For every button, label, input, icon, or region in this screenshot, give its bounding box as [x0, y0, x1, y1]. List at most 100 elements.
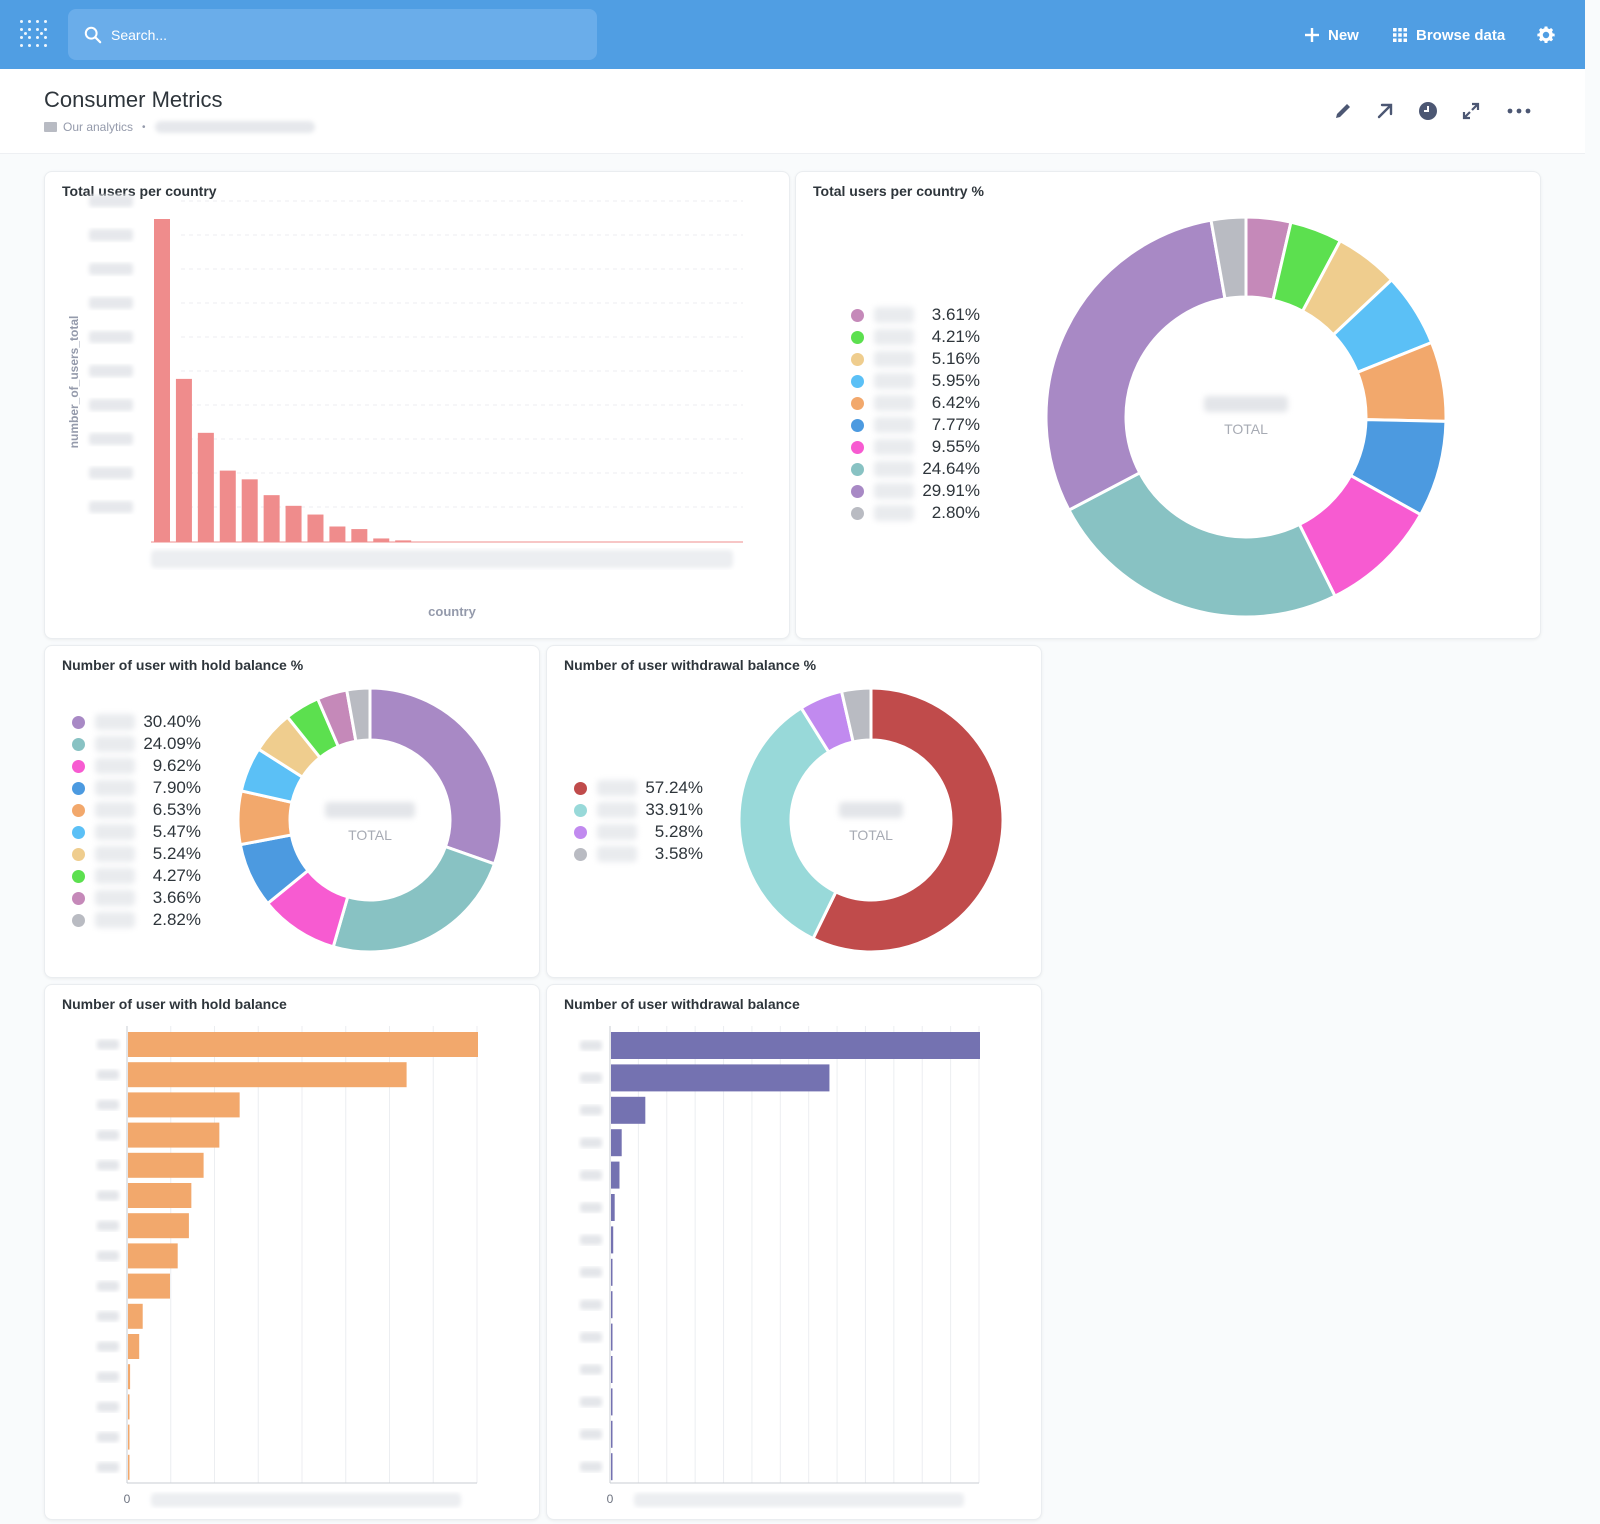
metabase-logo-icon[interactable] [20, 20, 48, 48]
legend-percent: 7.90% [152, 778, 201, 797]
card-hold-balance-pct[interactable]: Number of user with hold balance % 30.40… [44, 645, 540, 978]
legend-item[interactable]: 2.80% [851, 502, 980, 524]
legend-item[interactable]: 5.16% [851, 348, 980, 370]
legend-item[interactable]: 7.77% [851, 414, 980, 436]
bar [351, 529, 368, 542]
y-tick-label-redacted [97, 1281, 119, 1292]
legend-item[interactable]: 3.58% [574, 843, 703, 865]
legend-label-redacted [597, 846, 637, 862]
legend-item[interactable]: 30.40% [72, 711, 201, 733]
y-tick-label-redacted [580, 1105, 602, 1116]
bar [128, 1454, 130, 1480]
y-tick-label-redacted [580, 1072, 602, 1083]
y-tick-label-redacted [580, 1364, 602, 1375]
legend-label-redacted [95, 846, 135, 862]
legend-label-redacted [95, 868, 135, 884]
bar [285, 505, 302, 542]
legend-item[interactable]: 24.64% [851, 458, 980, 480]
legend-item[interactable]: 2.82% [72, 909, 201, 931]
x-tick-zero: 0 [124, 1492, 131, 1506]
card-title[interactable]: Total users per country % [813, 183, 984, 199]
bar [128, 1273, 170, 1299]
card-withdrawal-balance-pct[interactable]: Number of user withdrawal balance % 57.2… [546, 645, 1042, 978]
legend-percent: 9.62% [152, 756, 201, 775]
legend-item[interactable]: 9.55% [851, 436, 980, 458]
legend-item[interactable]: 5.95% [851, 370, 980, 392]
legend-percent: 2.82% [152, 910, 201, 929]
donut-slice [1066, 470, 1337, 619]
bar [128, 1243, 178, 1269]
top-navbar: New Browse data [0, 0, 1585, 69]
search-bar[interactable] [68, 9, 597, 60]
legend-item[interactable]: 5.47% [72, 821, 201, 843]
donut-slice [811, 686, 1005, 954]
legend-item[interactable]: 24.09% [72, 733, 201, 755]
legend-dot [851, 352, 864, 366]
legend-item[interactable]: 33.91% [574, 799, 703, 821]
bar [611, 1388, 613, 1416]
more-options-icon[interactable] [1507, 99, 1531, 123]
y-tick-label-redacted [97, 1160, 119, 1171]
y-tick-label-redacted [97, 1039, 119, 1050]
edit-pencil-icon[interactable] [1331, 99, 1355, 123]
y-tick-label-redacted [580, 1170, 602, 1181]
donut-slice [1209, 215, 1248, 301]
legend-dot [851, 396, 864, 410]
legend-dot [574, 825, 587, 839]
y-tick-label-redacted [580, 1461, 602, 1472]
card-title[interactable]: Number of user withdrawal balance % [564, 657, 817, 673]
card-withdrawal-balance[interactable]: Number of user withdrawal balance 0 [546, 984, 1042, 1520]
legend-dot [851, 330, 864, 344]
legend-item[interactable]: 9.62% [72, 755, 201, 777]
breadcrumb-redacted [154, 121, 315, 133]
legend-item[interactable]: 3.61% [851, 304, 980, 326]
legend-label-redacted [95, 736, 135, 752]
gear-icon[interactable] [1535, 24, 1557, 46]
legend-item[interactable]: 4.21% [851, 326, 980, 348]
bar [611, 1453, 613, 1481]
legend-item[interactable]: 57.24% [574, 777, 703, 799]
legend-dot [72, 891, 85, 905]
x-tick-labels-redacted [634, 1493, 964, 1507]
legend-label-redacted [95, 824, 135, 840]
fullscreen-expand-icon[interactable] [1459, 99, 1483, 123]
bar [241, 479, 258, 542]
browse-data-button[interactable]: Browse data [1392, 22, 1505, 48]
y-tick-label-redacted [97, 1341, 119, 1352]
legend-percent: 2.80% [931, 503, 980, 522]
legend-percent: 3.66% [152, 888, 201, 907]
legend-percent: 9.55% [931, 437, 980, 456]
donut-slice [737, 705, 838, 941]
breadcrumb-collection-link[interactable]: Our analytics [63, 120, 134, 134]
card-title[interactable]: Number of user withdrawal balance [564, 996, 800, 1012]
donut-slice [368, 686, 504, 866]
legend-item[interactable]: 6.42% [851, 392, 980, 414]
y-tick-label-redacted [580, 1137, 602, 1148]
clock-history-icon[interactable] [1416, 99, 1440, 123]
share-arrow-icon[interactable] [1373, 99, 1397, 123]
legend-item[interactable]: 5.24% [72, 843, 201, 865]
card-hold-balance[interactable]: Number of user with hold balance 0 [44, 984, 540, 1520]
legend-item[interactable]: 4.27% [72, 865, 201, 887]
legend-item[interactable]: 29.91% [851, 480, 980, 502]
card-title[interactable]: Number of user with hold balance % [62, 657, 304, 673]
legend-percent: 24.09% [143, 734, 201, 753]
legend-dot [72, 781, 85, 795]
legend-item[interactable]: 5.28% [574, 821, 703, 843]
y-tick-label-redacted [89, 195, 133, 207]
card-users-per-country[interactable]: Total users per country number_of_users_… [44, 171, 790, 639]
legend-item[interactable]: 7.90% [72, 777, 201, 799]
y-tick-label-redacted [89, 263, 133, 275]
legend-item[interactable]: 6.53% [72, 799, 201, 821]
legend-label-redacted [95, 758, 135, 774]
page-title: Consumer Metrics [44, 87, 223, 112]
card-users-per-country-pct[interactable]: Total users per country % 3.61% 4.21% 5.16… [795, 171, 1541, 639]
new-button[interactable]: New [1304, 22, 1359, 48]
card-title[interactable]: Number of user with hold balance [62, 996, 287, 1012]
legend-percent: 5.28% [654, 822, 703, 841]
legend-label-redacted [874, 461, 914, 477]
search-input[interactable] [111, 26, 581, 43]
legend-item[interactable]: 3.66% [72, 887, 201, 909]
bar [128, 1303, 143, 1329]
